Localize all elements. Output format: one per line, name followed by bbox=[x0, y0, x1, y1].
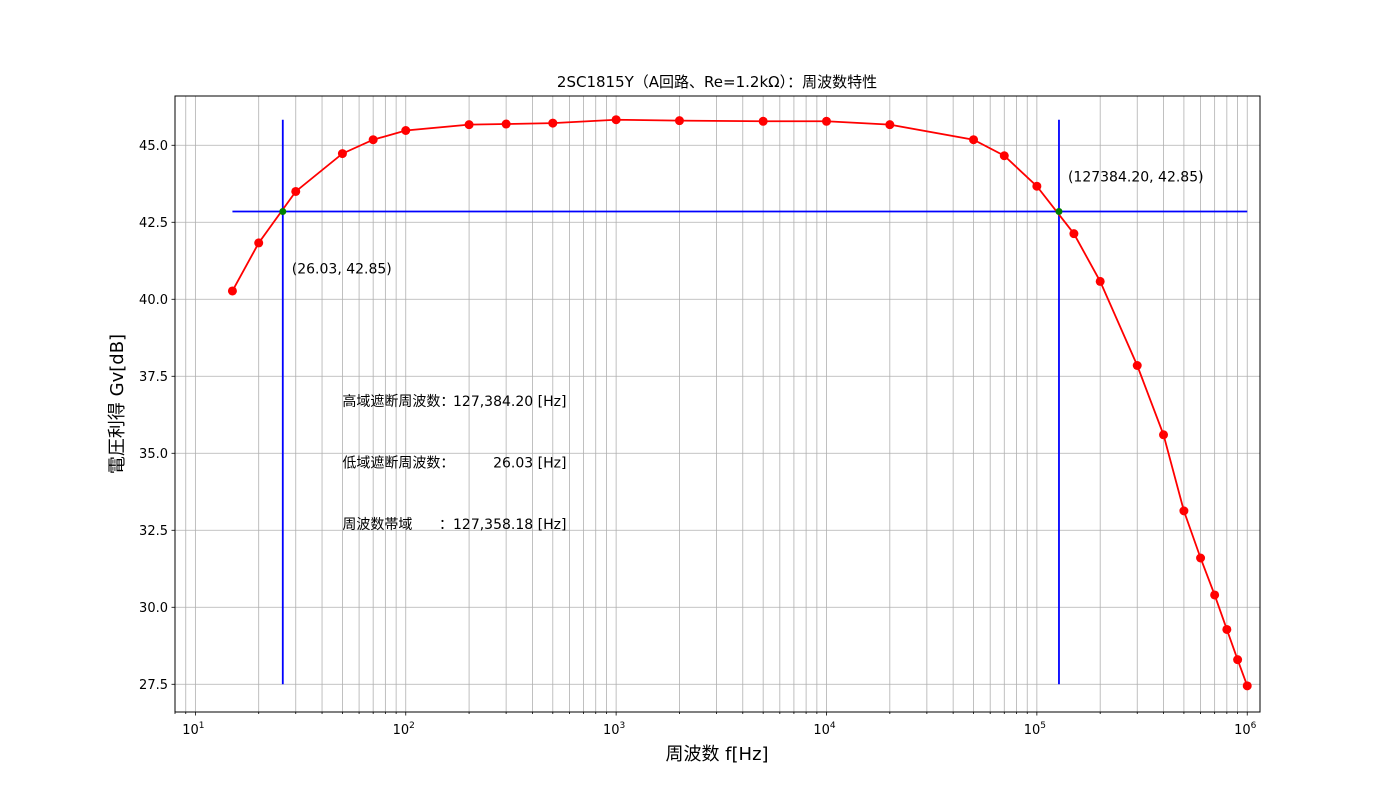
annotation-low-cutoff-label: 低域遮断周波数： bbox=[342, 456, 454, 472]
data-point bbox=[368, 135, 378, 145]
annotation-high-cutoff-label: 高域遮断周波数： bbox=[342, 393, 454, 410]
x-tick-label: 101 bbox=[182, 721, 204, 738]
cutoff-point bbox=[1055, 208, 1063, 215]
x-tick-exponent: 6 bbox=[1251, 721, 1257, 731]
data-point bbox=[999, 151, 1009, 161]
grid bbox=[174, 96, 1260, 712]
x-tick-label: 106 bbox=[1234, 721, 1257, 738]
annotation-bandwidth-label: 周波数帯域 bbox=[342, 517, 412, 533]
annotation-bandwidth-value: ：127,358.18 [Hz] bbox=[439, 517, 566, 533]
data-point bbox=[1132, 361, 1142, 370]
x-tick-base: 10 bbox=[182, 723, 199, 738]
x-tick-label: 105 bbox=[1024, 721, 1046, 738]
y-tick-label: 27.5 bbox=[139, 678, 168, 693]
cutoff-label: (127384.20, 42.85) bbox=[1068, 170, 1204, 186]
data-point bbox=[1242, 681, 1252, 691]
data-point bbox=[969, 135, 979, 145]
x-tick-label: 103 bbox=[603, 721, 625, 738]
data-point bbox=[1233, 655, 1243, 665]
x-tick-base: 10 bbox=[1234, 723, 1251, 738]
y-tick-label: 40.0 bbox=[139, 293, 168, 308]
y-axis-label: 電圧利得 Gv[dB] bbox=[107, 334, 128, 474]
data-point bbox=[254, 238, 264, 248]
data-point bbox=[464, 120, 474, 130]
x-tick-exponent: 1 bbox=[199, 721, 205, 731]
data-point bbox=[227, 286, 237, 296]
x-tick-base: 10 bbox=[393, 723, 410, 738]
x-tick-base: 10 bbox=[1024, 723, 1041, 738]
data-point bbox=[1159, 430, 1169, 440]
y-tick-label: 45.0 bbox=[139, 139, 168, 154]
data-point bbox=[291, 186, 301, 196]
x-tick-exponent: 3 bbox=[620, 721, 626, 731]
x-tick-label: 104 bbox=[813, 721, 836, 738]
data-point bbox=[1069, 229, 1079, 239]
data-point bbox=[548, 118, 558, 128]
x-tick-base: 10 bbox=[813, 723, 830, 738]
y-tick-label: 37.5 bbox=[139, 370, 168, 385]
annotations: 高域遮断周波数：127,384.20 [Hz] 低域遮断周波数： 26.03 [Hz… bbox=[342, 393, 566, 533]
data-point bbox=[501, 119, 511, 129]
y-tick-label: 35.0 bbox=[139, 447, 168, 462]
data-point bbox=[1095, 276, 1105, 286]
data-point bbox=[611, 115, 621, 125]
data-point bbox=[821, 116, 831, 126]
y-tick-label: 30.0 bbox=[139, 601, 168, 616]
annotation-low-cutoff-value: 26.03 [Hz] bbox=[493, 456, 566, 472]
y-tick-label: 32.5 bbox=[139, 524, 168, 539]
data-point bbox=[401, 125, 411, 135]
data-point bbox=[1210, 590, 1220, 600]
plot-frame bbox=[174, 95, 1261, 713]
data-point bbox=[758, 116, 768, 126]
x-tick-label: 102 bbox=[393, 721, 415, 738]
data-point bbox=[1032, 181, 1042, 191]
annotation-high-cutoff-value: 127,384.20 [Hz] bbox=[453, 394, 566, 410]
y-tick-label: 42.5 bbox=[139, 216, 168, 231]
data-point bbox=[1196, 553, 1206, 563]
x-axis-label: 周波数 f[Hz] bbox=[665, 744, 768, 765]
cutoff-label: (26.03, 42.85) bbox=[292, 262, 392, 278]
x-tick-exponent: 2 bbox=[409, 721, 415, 731]
chart-title: 2SC1815Y（A回路、Re=1.2kΩ）：周波数特性 bbox=[557, 73, 877, 91]
data-point bbox=[1179, 506, 1189, 516]
data-point bbox=[337, 149, 347, 159]
x-tick-exponent: 4 bbox=[830, 721, 836, 731]
x-tick-base: 10 bbox=[603, 723, 620, 738]
data-point bbox=[885, 120, 895, 130]
x-tick-exponent: 5 bbox=[1040, 721, 1046, 731]
data-point bbox=[674, 116, 684, 126]
cutoff-points: (26.03, 42.85) (127384.20, 42.85) bbox=[279, 170, 1204, 278]
series-group bbox=[227, 115, 1252, 691]
data-point bbox=[1222, 624, 1232, 634]
cutoff-point bbox=[279, 208, 287, 215]
